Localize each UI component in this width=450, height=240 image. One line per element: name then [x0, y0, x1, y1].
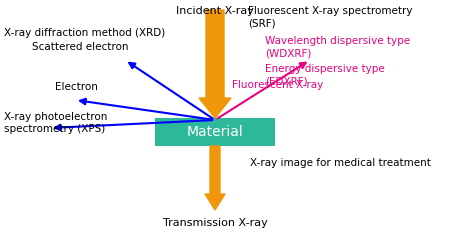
FancyArrow shape — [199, 10, 231, 118]
Text: (WDXRF): (WDXRF) — [265, 48, 311, 58]
Text: (EDXRF): (EDXRF) — [265, 76, 308, 86]
Text: spectrometry (XPS): spectrometry (XPS) — [4, 124, 105, 134]
FancyBboxPatch shape — [155, 118, 275, 146]
Text: (SRF): (SRF) — [248, 18, 275, 28]
Text: Energy dispersive type: Energy dispersive type — [265, 64, 385, 74]
Text: Fluorescent X-ray spectrometry: Fluorescent X-ray spectrometry — [248, 6, 413, 16]
Text: X-ray photoelectron: X-ray photoelectron — [4, 112, 108, 122]
Text: Fluorescent X-ray: Fluorescent X-ray — [232, 80, 323, 90]
Text: X-ray image for medical treatment: X-ray image for medical treatment — [250, 158, 431, 168]
Text: Wavelength dispersive type: Wavelength dispersive type — [265, 36, 410, 46]
Text: Incident X-ray: Incident X-ray — [176, 6, 254, 16]
Text: Electron: Electron — [55, 82, 98, 92]
Text: Scattered electron: Scattered electron — [32, 42, 128, 52]
Text: Material: Material — [187, 125, 243, 139]
Text: Transmission X-ray: Transmission X-ray — [162, 218, 267, 228]
Text: X-ray diffraction method (XRD): X-ray diffraction method (XRD) — [4, 28, 165, 38]
FancyArrow shape — [205, 146, 225, 210]
